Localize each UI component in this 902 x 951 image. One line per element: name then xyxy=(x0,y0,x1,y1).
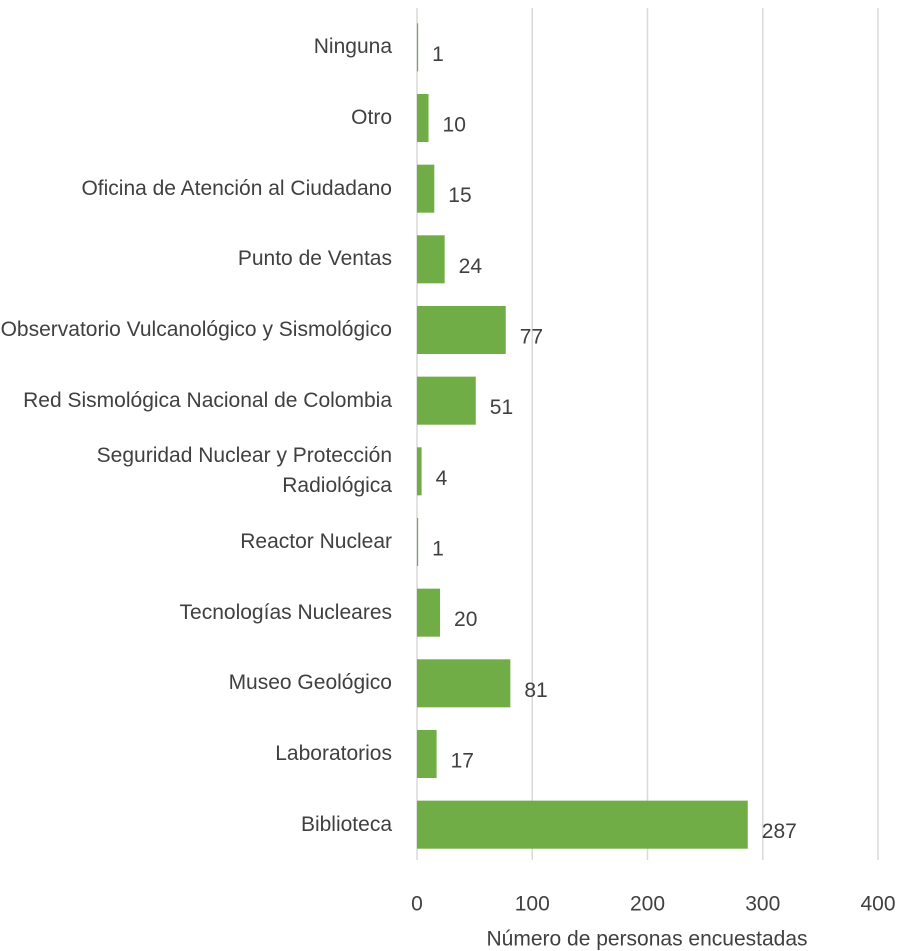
x-tick-label: 400 xyxy=(860,893,895,916)
bar xyxy=(417,588,441,637)
x-tick-label: 200 xyxy=(630,893,665,916)
y-tick-label: Seguridad Nuclear y Protección Radiológi… xyxy=(96,444,392,498)
x-tick-label: 300 xyxy=(745,893,780,916)
value-label: 1 xyxy=(432,43,444,66)
x-tick-label: 100 xyxy=(515,893,550,916)
value-label: 4 xyxy=(436,467,448,490)
x-tick-label: 0 xyxy=(411,893,423,916)
value-label: 81 xyxy=(524,679,547,702)
value-label: 20 xyxy=(454,608,477,631)
bar xyxy=(417,659,511,708)
y-tick-label: Otro xyxy=(351,106,392,129)
y-tick-label: Reactor Nuclear xyxy=(240,530,392,553)
bar xyxy=(417,447,422,496)
y-tick-label: Oficina de Atención al Ciudadano xyxy=(81,176,392,200)
y-tick-label: Biblioteca xyxy=(300,812,392,836)
bar xyxy=(417,235,445,284)
bar xyxy=(417,305,506,355)
y-tick-label: Tecnologías Nucleares xyxy=(179,600,392,624)
value-label: 77 xyxy=(520,326,543,349)
bar xyxy=(417,23,419,72)
value-label: 10 xyxy=(443,114,466,137)
bar xyxy=(417,800,748,849)
value-label: 17 xyxy=(451,750,474,773)
bar xyxy=(417,729,437,779)
bar xyxy=(417,376,476,425)
bar xyxy=(417,93,429,143)
y-tick-label: Museo Geológico xyxy=(228,671,392,695)
value-label: 24 xyxy=(459,255,483,278)
y-tick-label: Ninguna xyxy=(313,35,392,59)
y-tick-label: Observatorio Vulcanológico y Sismológico xyxy=(0,318,392,341)
bar xyxy=(417,517,419,567)
y-tick-label: Laboratorios xyxy=(275,742,392,765)
x-axis-title: Número de personas encuestadas xyxy=(486,928,807,951)
value-label: 1 xyxy=(432,538,444,561)
value-label: 51 xyxy=(490,396,513,419)
y-tick-label: Red Sismológica Nacional de Colombia xyxy=(23,388,392,412)
y-tick-label: Punto de Ventas xyxy=(237,247,392,271)
value-label: 15 xyxy=(448,184,471,207)
bar xyxy=(417,164,435,213)
value-label: 287 xyxy=(762,820,797,843)
